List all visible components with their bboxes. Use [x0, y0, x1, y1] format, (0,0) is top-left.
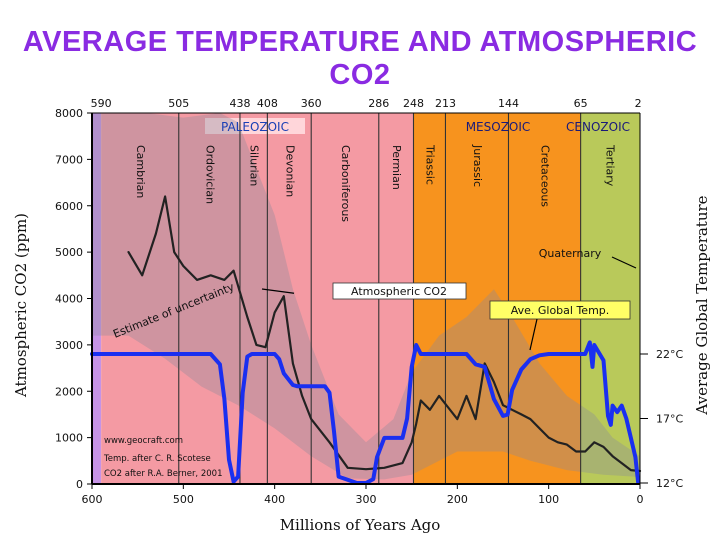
- top-tick-label: 213: [435, 97, 456, 110]
- y-tick-label: 2000: [55, 385, 83, 398]
- y-tick-label: 6000: [55, 200, 83, 213]
- x-tick-label: 300: [356, 493, 377, 506]
- top-tick-label: 505: [168, 97, 189, 110]
- y-axis-label: Atmospheric CO2 (ppm): [12, 213, 30, 398]
- period-label-ordovician: Ordovician: [203, 145, 216, 204]
- co2-callout-text: Atmospheric CO2: [351, 285, 447, 298]
- temp-callout-box: [489, 300, 631, 320]
- uncertainty-band: [92, 113, 640, 480]
- top-tick-label: 408: [257, 97, 278, 110]
- y-tick-label: 5000: [55, 246, 83, 259]
- y-tick-label: 3000: [55, 339, 83, 352]
- quaternary-label: Quaternary: [539, 247, 602, 260]
- paleozoic-label-box: [205, 118, 305, 134]
- top-tick-label: 286: [368, 97, 389, 110]
- temp-callout-text: Ave. Global Temp.: [511, 304, 610, 317]
- y2-tick-label: 17°C: [656, 413, 683, 426]
- co2-callout-arrow: [261, 288, 295, 294]
- y-tick-label: 0: [76, 478, 83, 491]
- period-label-cambrian: Cambrian: [134, 145, 147, 198]
- x-tick-label: 600: [82, 493, 103, 506]
- period-label-silurian: Silurian: [248, 145, 261, 186]
- period-label-permian: Permian: [390, 145, 403, 190]
- y-tick-label: 7000: [55, 153, 83, 166]
- temp-callout-arrow: [529, 318, 538, 351]
- top-tick-label: 438: [229, 97, 250, 110]
- x-tick-label: 0: [637, 493, 644, 506]
- top-tick-label: 360: [301, 97, 322, 110]
- y2-axis-label: Average Global Temperature: [693, 195, 711, 415]
- period-label-jurassic: Jurassic: [471, 144, 484, 187]
- era-label-paleozoic: PALEOZOIC: [221, 120, 289, 134]
- top-tick-label: 144: [498, 97, 519, 110]
- quaternary-arrow: [611, 256, 637, 269]
- period-label-carboniferous: Carboniferous: [339, 145, 352, 222]
- temperature-series-line: [90, 340, 641, 485]
- x-tick-label: 400: [264, 493, 285, 506]
- source-note-co2: CO2 after R.A. Berner, 2001: [104, 469, 222, 479]
- x-tick-label: 500: [173, 493, 194, 506]
- pre-cambrian-strip: [92, 113, 102, 484]
- top-tick-label: 2: [635, 97, 642, 110]
- y-tick-label: 8000: [55, 107, 83, 120]
- x-tick-label: 100: [538, 493, 559, 506]
- co2-series-line: [127, 195, 642, 473]
- top-tick-label: 65: [574, 97, 588, 110]
- y-tick-label: 4000: [55, 293, 83, 306]
- y2-tick-label: 22°C: [656, 348, 683, 361]
- x-tick-label: 200: [447, 493, 468, 506]
- co2-callout-box: [332, 282, 467, 300]
- source-note-url: www.geocraft.com: [104, 436, 183, 446]
- x-axis-label: Millions of Years Ago: [280, 516, 441, 534]
- top-tick-label: 590: [91, 97, 112, 110]
- era-label-cenozoic: CENOZOIC: [566, 120, 630, 134]
- source-note-temp: Temp. after C. R. Scotese: [103, 454, 211, 464]
- y2-tick-label: 12°C: [656, 477, 683, 490]
- period-label-cretaceous: Cretaceous: [539, 145, 552, 207]
- period-label-triassic: Triassic: [423, 144, 436, 185]
- period-label-tertiary: Tertiary: [603, 144, 616, 187]
- top-tick-label: 248: [403, 97, 424, 110]
- slide-title: AVERAGE TEMPERATURE AND ATMOSPHERIC CO2: [22, 26, 698, 91]
- era-label-mesozoic: MESOZOIC: [466, 120, 531, 134]
- period-label-devonian: Devonian: [283, 145, 296, 197]
- y-tick-label: 1000: [55, 432, 83, 445]
